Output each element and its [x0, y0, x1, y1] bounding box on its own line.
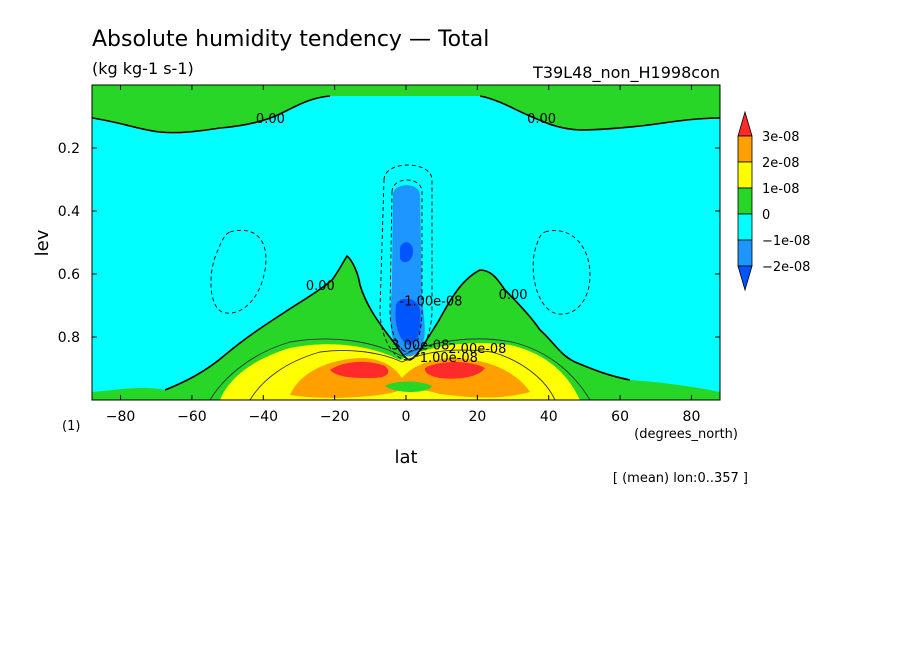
x-axis-ticks: −80 −60 −40 −20 0 20 40 60 80 — [106, 85, 701, 425]
colorbar-label: −2e-08 — [762, 260, 810, 275]
colorbar-swatch — [737, 213, 753, 241]
contour-label: -1.00e-08 — [400, 295, 463, 310]
positive-contours — [209, 338, 591, 400]
y-tick-label: 0.2 — [58, 141, 80, 157]
units-label: (kg kg-1 s-1) — [92, 59, 194, 78]
contour-label: 0.00 — [306, 279, 335, 294]
contour-labels: 0.00 0.00 0.00 0.00 -1.00e-08 3.00e-082.00e-0… — [256, 112, 556, 366]
x-tick-label: 60 — [611, 409, 629, 425]
contour-field — [92, 85, 720, 400]
contour-label: 0.00 — [527, 112, 556, 127]
x-tick-label: −60 — [177, 409, 207, 425]
y-tick-label: 0.6 — [58, 267, 80, 283]
y-tick-label: 0.8 — [58, 330, 80, 346]
field-region-bottom-green — [92, 256, 720, 400]
colorbar-min-triangle — [737, 265, 753, 292]
field-region-equator-green — [385, 381, 432, 392]
y-tick-label: 0.4 — [58, 204, 80, 220]
colorbar-swatch — [737, 135, 753, 163]
zero-contours — [92, 95, 720, 391]
y-axis-label: lev — [32, 229, 53, 256]
x-tick-label: 20 — [468, 409, 486, 425]
colorbar-swatch — [737, 187, 753, 215]
x-tick-label: 80 — [683, 409, 701, 425]
x-axis-label: lat — [394, 447, 417, 468]
colorbar-swatch — [737, 161, 753, 189]
colorbar-label: 0 — [762, 208, 770, 223]
colorbar-label: −1e-08 — [762, 234, 810, 249]
contour-label: 0.00 — [499, 288, 528, 303]
x-tick-label: 40 — [540, 409, 558, 425]
colorbar-label: 3e-08 — [762, 130, 800, 145]
contour-label: 1.00e-08 — [420, 351, 478, 366]
contour-label: 3.00e-08 — [391, 339, 449, 354]
y-units-label: (1) — [62, 419, 80, 434]
field-region-red-left — [330, 361, 389, 378]
field-region-top-green — [92, 85, 720, 133]
colorbar-label: 2e-08 — [762, 156, 800, 171]
chart-title: Absolute humidity tendency — Total — [92, 27, 489, 52]
experiment-label: T39L48_non_H1998con — [532, 63, 720, 83]
field-region-blue-dark-upper — [400, 242, 414, 263]
x-tick-label: 0 — [402, 409, 411, 425]
field-region-red-right — [424, 362, 485, 379]
colorbar-max-triangle — [737, 110, 753, 137]
averaging-note: [ (mean) lon:0..357 ] — [613, 471, 748, 486]
negative-contours — [210, 164, 591, 361]
x-tick-label: −80 — [106, 409, 136, 425]
x-tick-label: −40 — [248, 409, 278, 425]
x-units-label: (degrees_north) — [634, 427, 738, 442]
colorbar: 3e-08 2e-08 1e-08 0 −1e-08 −2e-08 — [737, 110, 810, 292]
contour-label: 2.00e-08 — [448, 342, 506, 357]
colorbar-swatch — [737, 239, 753, 267]
contour-label: 0.00 — [256, 112, 285, 127]
y-axis-ticks: 0.2 0.4 0.6 0.8 — [58, 141, 720, 346]
field-region-blue-dark-lower — [395, 298, 421, 345]
x-tick-label: −20 — [320, 409, 350, 425]
colorbar-label: 1e-08 — [762, 182, 800, 197]
